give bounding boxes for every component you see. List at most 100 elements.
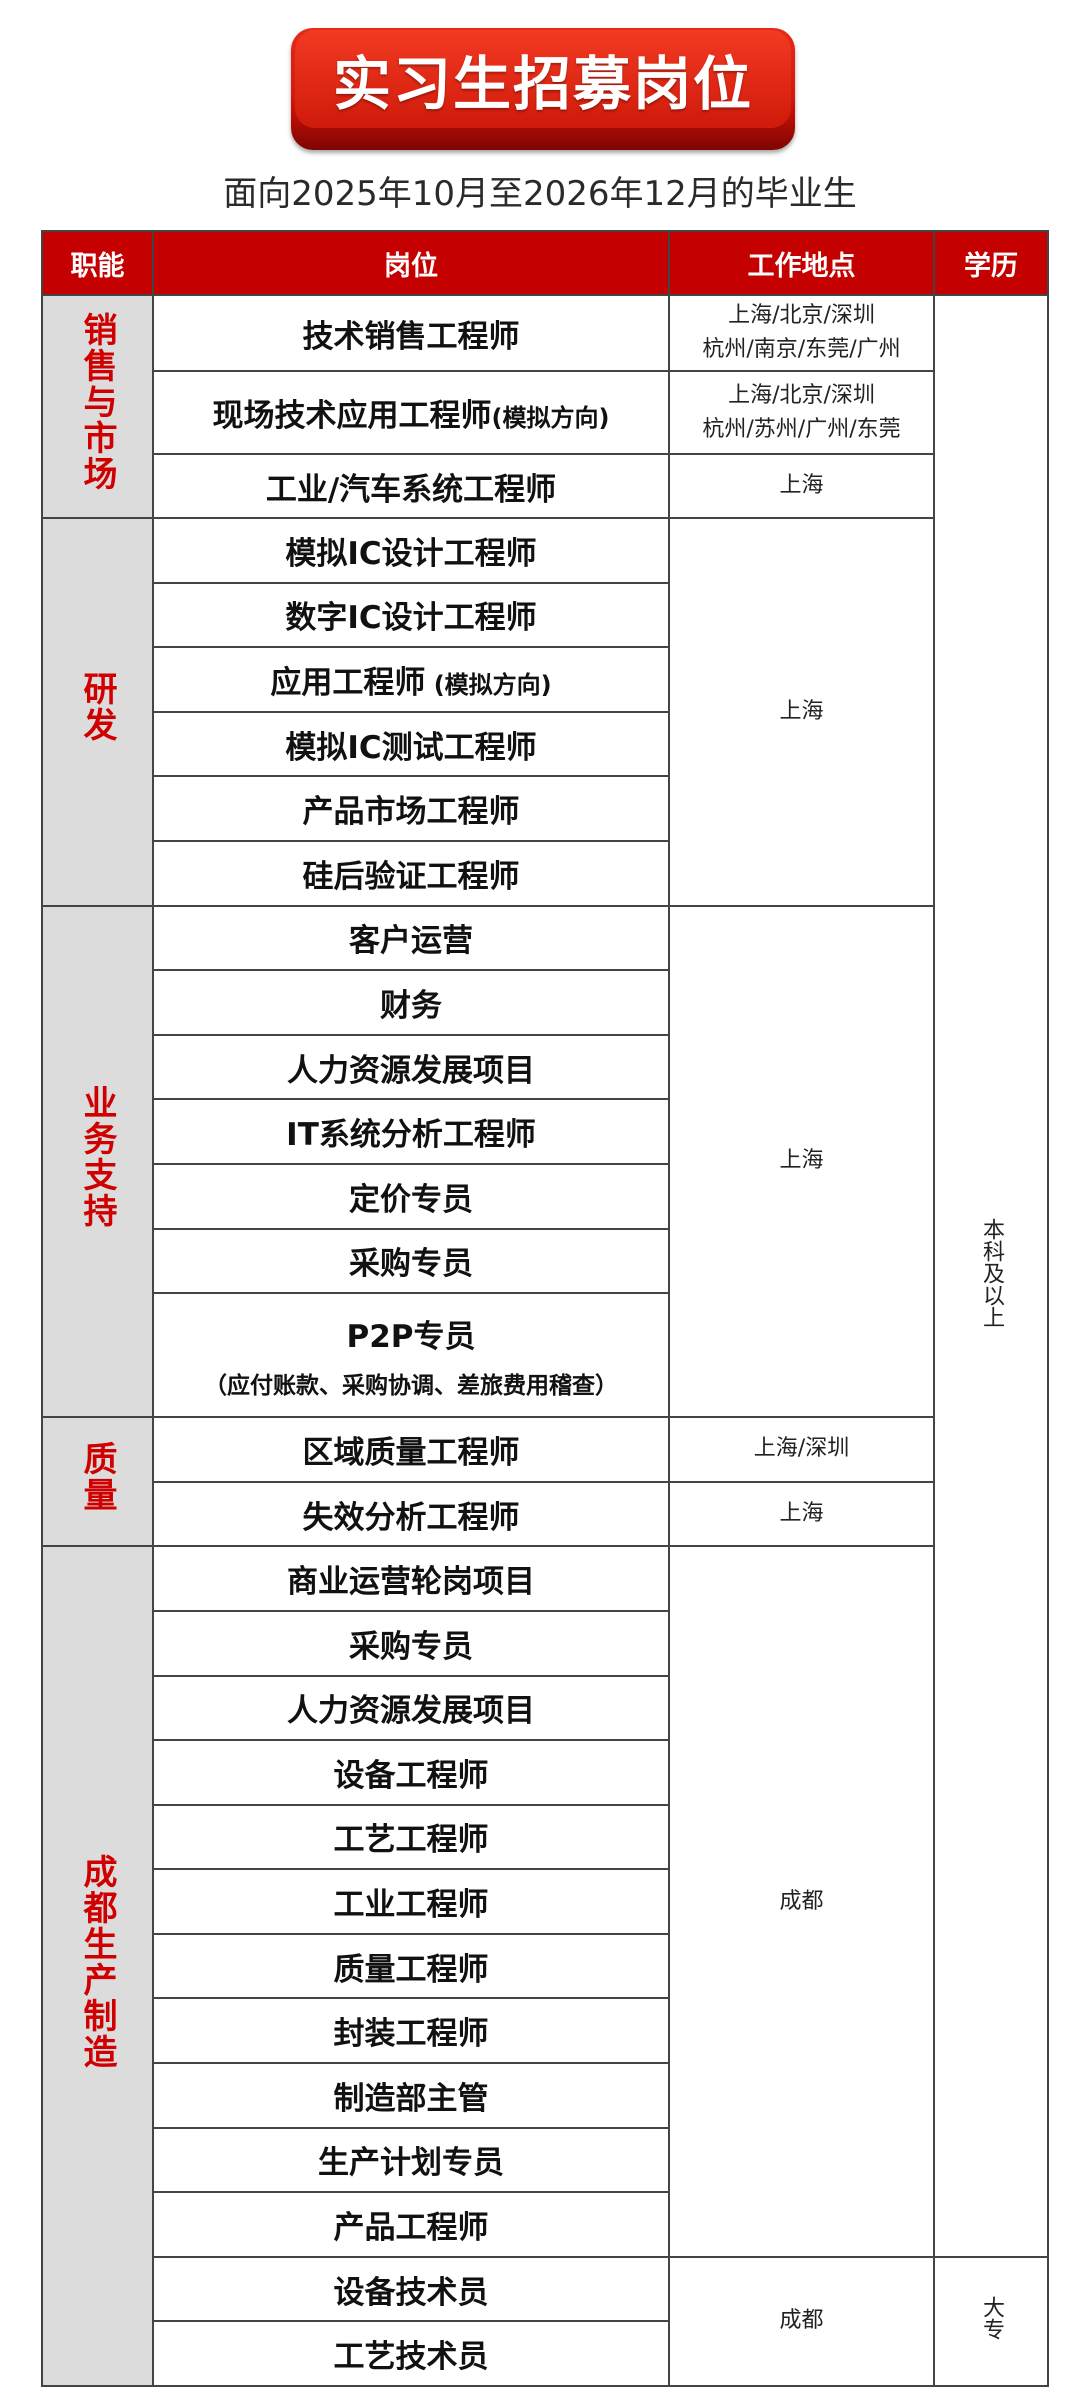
position-name: P2P专员 <box>346 1318 476 1355</box>
location-cell: 上海/北京/深圳 杭州/南京/东莞/广州 <box>668 294 935 372</box>
location-cell: 上海 <box>668 1480 935 1548</box>
position-cell: 工业工程师 <box>152 1868 670 1935</box>
table-row: 工艺技术员 <box>42 2320 1048 2388</box>
education-cell: 本科及以上 <box>933 294 1049 2258</box>
position-name: 质量工程师 <box>333 1951 489 1988</box>
position-name: 工业/汽车系统工程师 <box>265 471 557 508</box>
table-row: 人力资源发展项目 <box>42 1674 1048 1742</box>
position-name: 现场技术应用工程师 <box>212 398 492 434</box>
table-row: 制造部主管 <box>42 2062 1048 2129</box>
position-name: 定价专员 <box>349 1181 473 1218</box>
education-cell: 大专 <box>933 2255 1049 2388</box>
education-text: 大专 <box>979 2296 1004 2341</box>
position-cell: 区域质量工程师 <box>152 1416 670 1483</box>
category-cell: 销售与市场 <box>41 294 154 519</box>
location-text: 上海 <box>779 1148 824 1174</box>
location-text: 上海/北京/深圳 <box>728 382 875 408</box>
table-row: 销售与市场 技术销售工程师 上海/北京/深圳 杭州/南京/东莞/广州本科及以上 <box>41 294 1049 2258</box>
category-label: 销售与市场 <box>77 312 117 492</box>
table-row: 模拟IC测试工程师 <box>42 710 1048 778</box>
table-row: 财务 <box>42 969 1048 1036</box>
position-name: IT系统分析工程师 <box>286 1117 536 1154</box>
location-text: 上海 <box>779 1501 824 1527</box>
position-cell: 客户运营 <box>152 904 670 972</box>
table-row: 应用工程师 (模拟方向) <box>42 646 1048 713</box>
location-cell: 上海 <box>668 904 935 1419</box>
position-name: 设备技术员 <box>333 2274 489 2311</box>
position-cell: 硅后验证工程师 <box>152 839 670 907</box>
position-cell: 工业/汽车系统工程师 <box>152 453 670 519</box>
position-name: 采购专员 <box>349 1246 473 1283</box>
table-row: 现场技术应用工程师(模拟方向) 上海/北京/深圳 杭州/苏州/广州/东莞 <box>42 370 1048 455</box>
position-cell: 生产计划专员 <box>152 2126 670 2194</box>
header-location: 工作地点 <box>668 230 935 296</box>
location-text: 成都 <box>779 2308 824 2334</box>
table-row: 工业工程师 <box>42 1868 1048 1935</box>
location-text: 成都 <box>779 1888 824 1914</box>
location-cell: 成都 <box>668 2255 935 2388</box>
table-row: 人力资源发展项目 <box>42 1033 1048 1101</box>
position-cell: 工艺技术员 <box>152 2320 670 2388</box>
position-name: 工艺工程师 <box>333 1822 489 1859</box>
position-cell: 失效分析工程师 <box>152 1480 670 1548</box>
position-name: 生产计划专员 <box>318 2145 504 2182</box>
position-cell: IT系统分析工程师 <box>152 1098 670 1165</box>
table-row: 成都生产制造 商业运营轮岗项目 成都 <box>41 1545 1048 2388</box>
table-row: 定价专员 <box>42 1162 1048 1230</box>
position-name: 应用工程师 <box>270 664 426 701</box>
position-cell: P2P专员 （应付账款、采购协调、差旅费用稽查） <box>152 1292 670 1419</box>
header-education: 学历 <box>933 230 1049 296</box>
table-row: 失效分析工程师 上海 <box>42 1480 1048 1548</box>
position-detail: （应付账款、采购协调、差旅费用稽查） <box>204 1372 618 1399</box>
category-cell: 业务支持 <box>41 904 154 1419</box>
table-row: 硅后验证工程师 <box>42 839 1048 907</box>
position-name: 制造部主管 <box>333 2080 489 2117</box>
table-row: 产品市场工程师 <box>42 775 1048 842</box>
table-row: 设备技术员成都 大专 <box>42 2255 1049 2388</box>
position-name: 技术销售工程师 <box>302 318 520 355</box>
position-name: 采购专员 <box>349 1628 473 1665</box>
position-name: 硅后验证工程师 <box>302 858 520 895</box>
category-cell: 研发 <box>41 517 154 907</box>
table-row: 采购专员 <box>42 1609 1048 1677</box>
position-cell: 现场技术应用工程师(模拟方向) <box>152 370 670 455</box>
location-text: 上海 <box>779 698 824 724</box>
category-label: 质量 <box>77 1441 117 1514</box>
position-cell: 采购专员 <box>152 1609 670 1677</box>
category-cell: 成都生产制造 <box>41 1545 154 2388</box>
table-row: 研发 模拟IC设计工程师上海 <box>41 517 1048 907</box>
position-cell: 定价专员 <box>152 1162 670 1230</box>
position-name: 失效分析工程师 <box>302 1499 520 1536</box>
position-cell: 产品工程师 <box>152 2191 670 2258</box>
table-header-row: 职能 岗位 工作地点 学历 <box>41 230 1049 296</box>
location-text: 上海/深圳 <box>753 1436 850 1462</box>
position-note: (模拟方向) <box>425 670 552 699</box>
position-cell: 封装工程师 <box>152 1997 670 2065</box>
table-row: IT系统分析工程师 <box>42 1098 1048 1165</box>
position-name: 设备工程师 <box>333 1757 489 1794</box>
position-name: 人力资源发展项目 <box>287 1693 535 1730</box>
position-name: 产品市场工程师 <box>302 794 520 831</box>
category-label: 业务支持 <box>77 1084 117 1229</box>
table-row: 采购专员 <box>42 1227 1048 1295</box>
table-row: 封装工程师 <box>42 1997 1048 2065</box>
table-row: P2P专员 （应付账款、采购协调、差旅费用稽查） <box>42 1292 1048 1419</box>
location-cell: 上海 <box>668 517 935 907</box>
location-cell: 上海/深圳 <box>668 1416 935 1483</box>
positions-table: 职能 岗位 工作地点 学历 销售与市场 技术销售工程师 上海/北京/深圳 杭州/南京/… <box>41 230 1049 2388</box>
category-label: 研发 <box>77 671 117 744</box>
position-cell: 产品市场工程师 <box>152 775 670 842</box>
position-cell: 人力资源发展项目 <box>152 1674 670 1742</box>
position-name: 数字IC设计工程师 <box>285 600 537 637</box>
table-row: 产品工程师 <box>42 2191 1048 2258</box>
position-cell: 模拟IC设计工程师 <box>152 517 670 584</box>
position-cell: 质量工程师 <box>152 1932 670 2000</box>
position-cell: 工艺工程师 <box>152 1803 670 1871</box>
header-function: 职能 <box>41 230 154 296</box>
location-cell: 上海/北京/深圳 杭州/苏州/广州/东莞 <box>668 370 935 455</box>
table-row: 生产计划专员 <box>42 2126 1048 2194</box>
position-name: 工艺技术员 <box>333 2339 489 2376</box>
position-name: 工业工程师 <box>333 1887 489 1924</box>
header-position: 岗位 <box>152 230 670 296</box>
education-text: 本科及以上 <box>979 1217 1004 1328</box>
